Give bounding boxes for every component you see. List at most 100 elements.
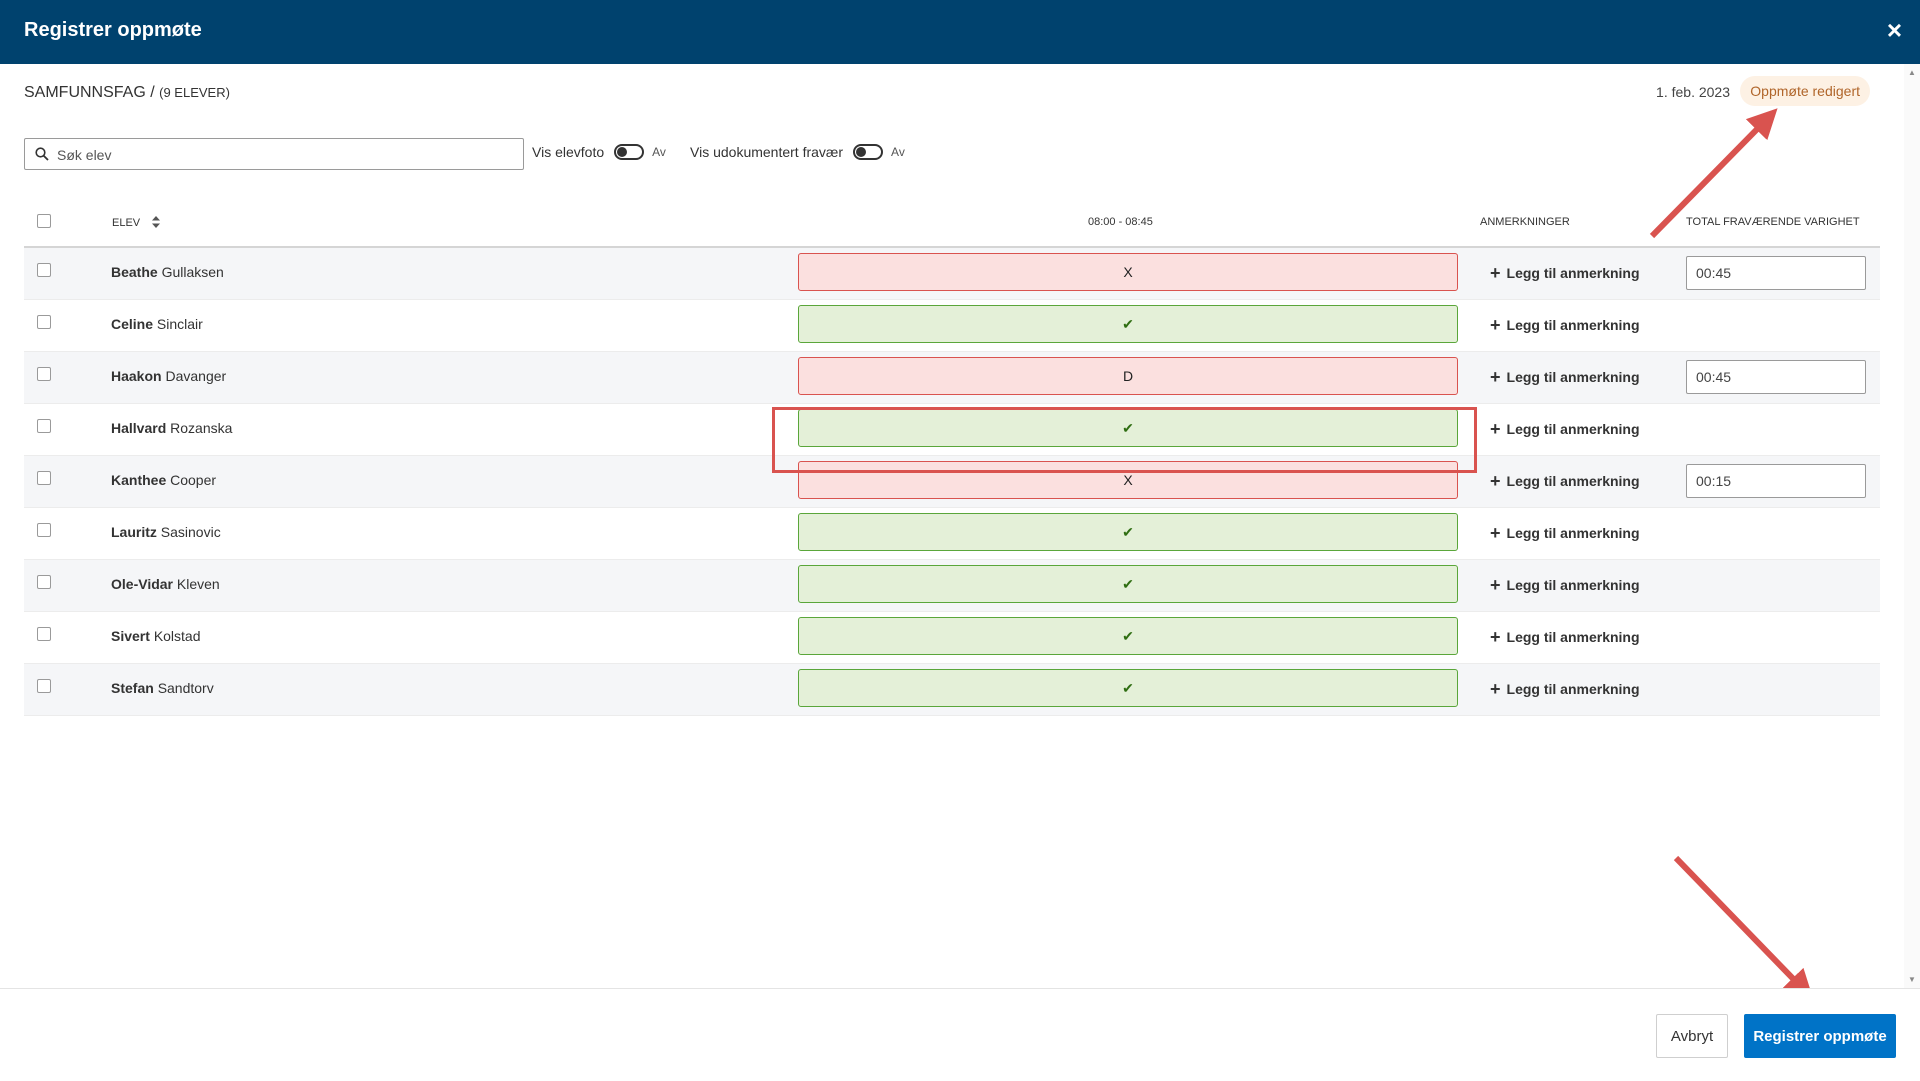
absence-duration-input[interactable]: [1686, 256, 1866, 290]
table-row: Lauritz Sasinovic ✔ + Legg til anmerkning: [24, 508, 1880, 560]
plus-icon: +: [1490, 367, 1501, 387]
attendance-table: ELEV 08:00 - 08:45 ANMERKNINGER TOTAL FR…: [24, 194, 1880, 716]
student-header-label: ELEV: [112, 217, 141, 229]
attendance-status-cell[interactable]: X: [798, 253, 1458, 291]
add-remark-label: Legg til anmerkning: [1506, 577, 1640, 593]
table-row: Kanthee Cooper X + Legg til anmerkning: [24, 456, 1880, 508]
add-remark-label: Legg til anmerkning: [1506, 681, 1640, 697]
attendance-status-cell[interactable]: ✔: [798, 565, 1458, 603]
show-photo-state: Av: [652, 145, 666, 159]
table-header: ELEV 08:00 - 08:45 ANMERKNINGER TOTAL FR…: [24, 194, 1880, 248]
attendance-status-cell[interactable]: ✔: [798, 513, 1458, 551]
add-remark-label: Legg til anmerkning: [1506, 369, 1640, 385]
status-badge: Oppmøte redigert: [1740, 76, 1870, 106]
show-undocumented-toggle[interactable]: [853, 144, 884, 160]
attendance-status-mark: ✔: [1122, 627, 1134, 644]
attendance-status-mark: ✔: [1122, 575, 1134, 592]
row-checkbox[interactable]: [37, 315, 51, 329]
student-first-name: Haakon: [111, 368, 162, 384]
plus-icon: +: [1490, 419, 1501, 439]
student-first-name: Sivert: [111, 628, 150, 644]
show-photo-toggle[interactable]: [614, 144, 645, 160]
table-row: Sivert Kolstad ✔ + Legg til anmerkning: [24, 612, 1880, 664]
scrollbar[interactable]: ▲ ▼: [1904, 64, 1920, 988]
modal-body: SAMFUNNSFAG / (9 ELEVER) 1. feb. 2023 Op…: [0, 64, 1900, 988]
attendance-status-cell[interactable]: ✔: [798, 617, 1458, 655]
add-remark-button[interactable]: + Legg til anmerkning: [1490, 315, 1640, 336]
scroll-up-icon[interactable]: ▲: [1908, 68, 1916, 77]
select-all-checkbox[interactable]: [37, 214, 51, 228]
student-last-name: Cooper: [170, 472, 217, 488]
add-remark-label: Legg til anmerkning: [1506, 629, 1640, 645]
attendance-status-cell[interactable]: X: [798, 461, 1458, 499]
row-checkbox[interactable]: [37, 523, 51, 537]
row-checkbox[interactable]: [37, 627, 51, 641]
student-last-name: Gullaksen: [161, 264, 224, 280]
sort-icon[interactable]: [151, 216, 161, 228]
show-undocumented-toggle-group: Vis udokumentert fravær Av: [690, 144, 905, 160]
student-last-name: Sandtorv: [157, 680, 214, 696]
student-column-header[interactable]: ELEV: [112, 216, 161, 229]
student-last-name: Kleven: [176, 576, 220, 592]
modal-title: Registrer oppmøte: [24, 19, 202, 41]
add-remark-button[interactable]: + Legg til anmerkning: [1490, 523, 1640, 544]
absence-duration-input[interactable]: [1686, 464, 1866, 498]
absence-duration-input[interactable]: [1686, 360, 1866, 394]
total-absence-column-header: TOTAL FRAVÆRENDE VARIGHET: [1686, 216, 1860, 228]
row-checkbox[interactable]: [37, 263, 51, 277]
modal-header: Registrer oppmøte ×: [0, 0, 1920, 64]
student-last-name: Sinclair: [156, 316, 203, 332]
attendance-status-cell[interactable]: ✔: [798, 409, 1458, 447]
student-name: Sivert Kolstad: [111, 628, 201, 644]
student-name: Celine Sinclair: [111, 316, 203, 332]
row-checkbox[interactable]: [37, 471, 51, 485]
row-checkbox[interactable]: [37, 419, 51, 433]
toggle-knob: [617, 147, 628, 157]
student-count: (9 ELEVER): [159, 85, 230, 100]
student-first-name: Hallvard: [111, 420, 167, 436]
show-undocumented-label: Vis udokumentert fravær: [690, 144, 844, 160]
search-box[interactable]: [24, 138, 524, 171]
scroll-down-icon[interactable]: ▼: [1908, 975, 1916, 984]
student-name: Beathe Gullaksen: [111, 264, 224, 280]
table-row: Hallvard Rozanska ✔ + Legg til anmerkning: [24, 404, 1880, 456]
period-column-header: 08:00 - 08:45: [1088, 216, 1153, 228]
add-remark-label: Legg til anmerkning: [1506, 525, 1640, 541]
add-remark-button[interactable]: + Legg til anmerkning: [1490, 471, 1640, 492]
row-checkbox[interactable]: [37, 575, 51, 589]
student-name: Kanthee Cooper: [111, 472, 216, 488]
add-remark-button[interactable]: + Legg til anmerkning: [1490, 263, 1640, 284]
student-name: Stefan Sandtorv: [111, 680, 214, 696]
attendance-status-mark: X: [1123, 472, 1133, 488]
attendance-status-mark: ✔: [1122, 315, 1134, 332]
student-name: Ole-Vidar Kleven: [111, 576, 220, 592]
register-attendance-button[interactable]: Registrer oppmøte: [1744, 1014, 1896, 1058]
close-icon[interactable]: ×: [1886, 15, 1902, 45]
student-last-name: Davanger: [165, 368, 227, 384]
attendance-status-mark: ✔: [1122, 419, 1134, 436]
student-name: Lauritz Sasinovic: [111, 524, 221, 540]
student-first-name: Stefan: [111, 680, 154, 696]
attendance-status-mark: ✔: [1122, 679, 1134, 696]
attendance-status-mark: D: [1122, 368, 1134, 384]
add-remark-button[interactable]: + Legg til anmerkning: [1490, 575, 1640, 596]
add-remark-button[interactable]: + Legg til anmerkning: [1490, 627, 1640, 648]
table-row: Beathe Gullaksen X + Legg til anmerkning: [24, 248, 1880, 300]
plus-icon: +: [1490, 471, 1501, 491]
subject-name: SAMFUNNSFAG /: [24, 84, 160, 101]
add-remark-button[interactable]: + Legg til anmerkning: [1490, 419, 1640, 440]
add-remark-button[interactable]: + Legg til anmerkning: [1490, 367, 1640, 388]
add-remark-button[interactable]: + Legg til anmerkning: [1490, 679, 1640, 700]
cancel-button[interactable]: Avbryt: [1656, 1014, 1728, 1058]
attendance-status-cell[interactable]: D: [798, 357, 1458, 395]
row-checkbox[interactable]: [37, 367, 51, 381]
student-first-name: Kanthee: [111, 472, 167, 488]
attendance-status-cell[interactable]: ✔: [798, 305, 1458, 343]
table-row: Celine Sinclair ✔ + Legg til anmerkning: [24, 300, 1880, 352]
row-checkbox[interactable]: [37, 679, 51, 693]
search-input[interactable]: [55, 139, 519, 171]
toggle-knob: [856, 147, 867, 157]
attendance-status-cell[interactable]: ✔: [798, 669, 1458, 707]
plus-icon: +: [1490, 627, 1501, 647]
